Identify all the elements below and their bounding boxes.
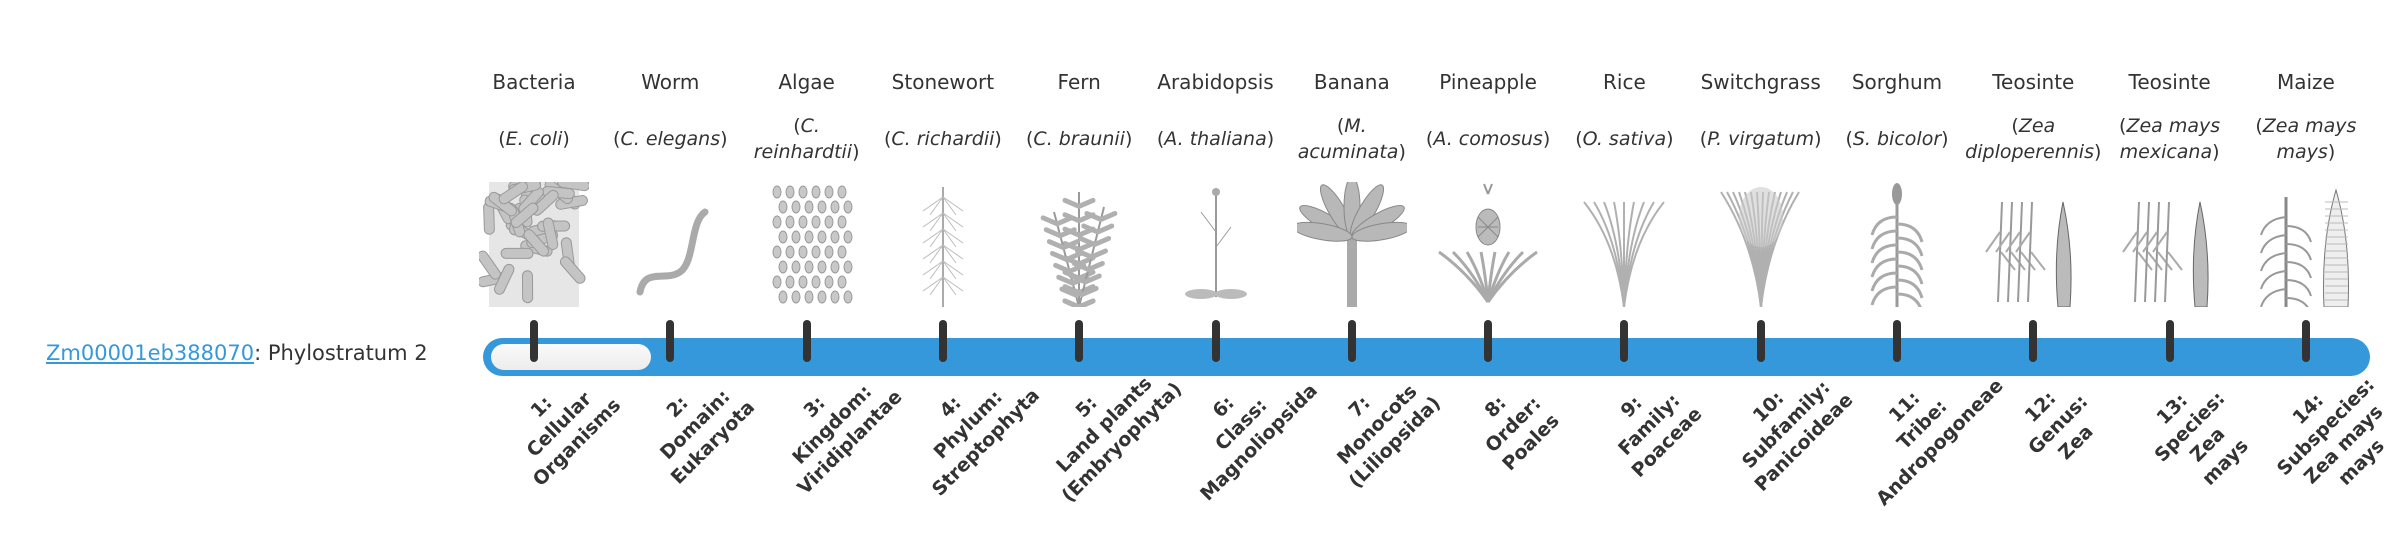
teosinte-icon <box>2121 201 2209 307</box>
organism-column: Maize (Zea mays mays) <box>2238 62 2374 307</box>
stratum-tick <box>1075 320 1084 362</box>
organism-scientific-name: (C. elegans) <box>613 128 728 150</box>
scientific-name-text: M. acuminata <box>1297 115 1399 163</box>
stratum-tick <box>2165 320 2174 362</box>
scientific-name-text: O. sativa <box>1582 128 1667 150</box>
organism-column: Pineapple (A. comosus) <box>1420 62 1556 307</box>
scientific-name-text: C. reinhardtii <box>753 115 853 163</box>
organism-column: Teosinte (Zea diploperennis) <box>1965 62 2101 307</box>
organism-column: Arabidopsis (A. thaliana) <box>1148 62 1284 307</box>
stratum-tick <box>1211 320 1220 362</box>
scientific-name-text: C. elegans <box>620 128 721 150</box>
scientific-name-text: Zea mays mays <box>2262 115 2357 163</box>
organism-common-name: Switchgrass <box>1700 70 1821 94</box>
scientific-name-text: P. virgatum <box>1707 128 1815 150</box>
stratum-tick <box>1756 320 1765 362</box>
organism-scientific-name: (Zea mays mexicana) <box>2119 115 2221 163</box>
organism-common-name: Pineapple <box>1439 70 1537 94</box>
stratum-tick <box>666 320 675 362</box>
organism-scientific-name: (A. thaliana) <box>1156 128 1275 150</box>
scientific-name-text: S. bicolor <box>1852 128 1942 150</box>
scientific-name-text: E. coli <box>505 128 563 150</box>
sorghum-icon <box>1870 183 1924 307</box>
stratum-tick <box>1620 320 1629 362</box>
maize-icon <box>2259 188 2349 307</box>
organism-scientific-name: (E. coli) <box>498 128 570 150</box>
organism-common-name: Algae <box>778 70 835 94</box>
gene-label: Zm00001eb388070: Phylostratum 2 <box>46 341 428 365</box>
stonewort-icon <box>922 187 964 307</box>
organism-column: Worm (C. elegans) <box>602 62 738 307</box>
organism-scientific-name: (Zea diploperennis) <box>1965 115 2102 163</box>
organism-common-name: Teosinte <box>2128 70 2211 94</box>
organism-scientific-name: (C. richardii) <box>883 128 1002 150</box>
stratum-tick <box>938 320 947 362</box>
organism-column: Rice (O. sativa) <box>1556 62 1692 307</box>
banana-icon <box>1296 182 1407 307</box>
organism-column: Banana (M. acuminata) <box>1284 62 1420 307</box>
stratum-tick <box>530 320 538 362</box>
organism-scientific-name: (A. comosus) <box>1425 128 1551 150</box>
organism-scientific-name: (M. acuminata) <box>1297 115 1406 163</box>
organism-scientific-name: (Zea mays mays) <box>2255 115 2357 163</box>
organism-column: Teosinte (Zea mays mexicana) <box>2102 62 2238 307</box>
algae-icon <box>772 185 853 304</box>
organism-scientific-name: (S. bicolor) <box>1845 128 1949 150</box>
organism-column: Stonewort (C. richardii) <box>875 62 1011 307</box>
organism-scientific-name: (C. reinhardtii) <box>753 115 860 163</box>
stratum-tick <box>2301 320 2310 362</box>
scientific-name-text: C. braunii <box>1033 128 1125 150</box>
phylostratum-bar <box>483 338 2370 376</box>
scientific-name-text: Zea diploperennis <box>1965 115 2094 163</box>
organism-column: Bacteria (E. coli) <box>466 62 602 307</box>
organism-common-name: Fern <box>1057 70 1101 94</box>
organism-common-name: Worm <box>641 70 700 94</box>
organism-column: Sorghum (S. bicolor) <box>1829 62 1965 307</box>
organism-scientific-name: (P. virgatum) <box>1699 128 1822 150</box>
scientific-name-text: C. richardii <box>891 128 995 150</box>
organism-common-name: Banana <box>1313 70 1390 94</box>
worm-icon <box>636 208 709 296</box>
organism-column: Switchgrass (P. virgatum) <box>1693 62 1829 307</box>
fern-icon <box>1040 192 1118 307</box>
organism-common-name: Maize <box>2276 70 2335 94</box>
stratum-tick <box>1347 320 1356 362</box>
stratum-tick <box>802 320 811 362</box>
organism-scientific-name: (C. braunii) <box>1026 128 1133 150</box>
rice-icon <box>1583 201 1666 307</box>
scientific-name-text: A. comosus <box>1433 128 1543 150</box>
organism-common-name: Bacteria <box>492 70 576 94</box>
organism-common-name: Teosinte <box>1992 70 2075 94</box>
stratum-tick <box>1893 320 1901 362</box>
organism-common-name: Rice <box>1603 70 1646 94</box>
organism-common-name: Arabidopsis <box>1157 70 1274 94</box>
organism-column: Fern (C. braunii) <box>1011 62 1147 307</box>
pineapple-icon <box>1438 183 1538 303</box>
switchgrass-icon <box>1719 187 1800 307</box>
bar-unfilled-segment <box>491 344 651 370</box>
organism-scientific-name: (O. sativa) <box>1575 128 1674 150</box>
bacteria-icon <box>479 182 589 307</box>
gene-link[interactable]: Zm00001eb388070 <box>46 341 255 365</box>
stratum-tick <box>2029 320 2038 362</box>
stratum-tick <box>1484 320 1493 362</box>
scientific-name-text: A. thaliana <box>1164 128 1267 150</box>
organism-common-name: Stonewort <box>891 70 995 94</box>
organism-column: Algae (C. reinhardtii) <box>739 62 875 307</box>
organism-common-name: Sorghum <box>1851 70 1943 94</box>
phylostratum-text: : Phylostratum 2 <box>254 341 428 365</box>
arabidopsis-icon <box>1184 188 1247 299</box>
teosinte-icon <box>1985 201 2072 307</box>
scientific-name-text: Zea mays mexicana <box>2119 115 2221 163</box>
